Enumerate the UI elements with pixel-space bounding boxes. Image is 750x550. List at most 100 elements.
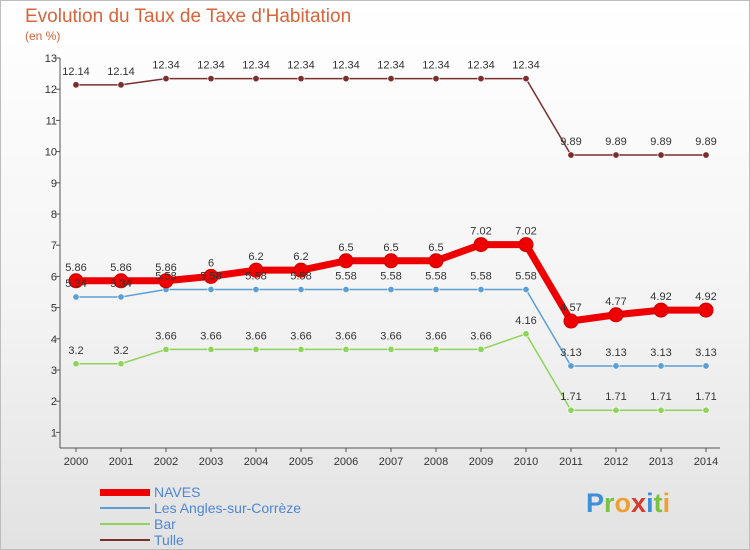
data-point (522, 75, 530, 83)
legend-label: Les Angles-sur-Corrèze (154, 500, 302, 516)
data-point (248, 262, 264, 278)
data-point (162, 345, 170, 353)
data-label: 6.5 (338, 242, 353, 254)
data-label: 5.58 (380, 271, 401, 283)
x-tick-label: 2007 (379, 456, 403, 468)
data-point (387, 345, 395, 353)
data-point (518, 237, 534, 253)
data-point (702, 151, 710, 159)
data-point (297, 345, 305, 353)
x-tick-label: 2010 (514, 456, 538, 468)
data-label: 3.13 (605, 347, 626, 359)
data-label: 3.66 (425, 330, 446, 342)
data-label: 5.58 (245, 271, 266, 283)
y-tick-label: 5 (51, 303, 57, 315)
data-label: 12.34 (467, 60, 495, 72)
data-point (428, 253, 444, 269)
data-point (158, 273, 174, 289)
data-point (207, 75, 215, 83)
x-tick-label: 2000 (64, 456, 88, 468)
data-label: 12.34 (332, 60, 360, 72)
data-label: 7.02 (515, 226, 536, 238)
data-point (612, 406, 620, 414)
data-point (432, 75, 440, 83)
data-point (698, 302, 714, 318)
data-label: 3.66 (380, 330, 401, 342)
data-label: 3.66 (245, 330, 266, 342)
data-point (477, 75, 485, 83)
x-tick-label: 2003 (199, 456, 223, 468)
data-point (203, 268, 219, 284)
data-label: 9.89 (605, 136, 626, 148)
data-point (68, 273, 84, 289)
data-point (72, 360, 80, 368)
data-point (297, 286, 305, 294)
data-point (653, 302, 669, 318)
data-label: 9.89 (650, 136, 671, 148)
logo-letter: i (646, 488, 654, 518)
data-point (162, 75, 170, 83)
data-label: 6.2 (248, 251, 263, 263)
logo-letter: P (586, 488, 605, 518)
data-label: 12.34 (242, 60, 270, 72)
data-label: 5.86 (65, 262, 86, 274)
data-label: 1.71 (650, 391, 671, 403)
data-label: 3.13 (695, 347, 716, 359)
logo-letter: i (662, 488, 671, 518)
data-label: 12.34 (152, 60, 180, 72)
data-label: 5.58 (515, 271, 536, 283)
data-point (387, 75, 395, 83)
data-label: 4.92 (695, 291, 716, 303)
data-point (207, 286, 215, 294)
x-tick-label: 2008 (424, 456, 448, 468)
data-label: 3.66 (200, 330, 221, 342)
y-tick-label: 6 (51, 271, 57, 283)
data-point (608, 307, 624, 323)
data-point (473, 237, 489, 253)
data-label: 12.34 (197, 60, 225, 72)
data-label: 5.58 (425, 271, 446, 283)
data-label: 3.2 (68, 345, 83, 357)
data-point (657, 406, 665, 414)
x-tick-label: 2014 (694, 456, 718, 468)
data-point (297, 75, 305, 83)
data-point (252, 75, 260, 83)
y-tick-label: 8 (51, 209, 57, 221)
data-point (338, 253, 354, 269)
data-label: 4.92 (650, 291, 671, 303)
data-label: 3.66 (290, 330, 311, 342)
series-points (68, 75, 714, 414)
data-label: 4.16 (515, 315, 536, 327)
y-tick-label: 4 (51, 334, 57, 346)
legend-swatch (100, 488, 150, 496)
x-tick-label: 2013 (649, 456, 673, 468)
data-point (342, 75, 350, 83)
data-label: 3.13 (650, 347, 671, 359)
logo-letter: x (631, 488, 647, 518)
legend-swatch (100, 507, 150, 509)
y-tick-label: 2 (51, 396, 57, 408)
data-label: 5.58 (335, 271, 356, 283)
legend-swatch (100, 539, 150, 541)
data-point (702, 362, 710, 370)
data-label: 5.58 (290, 271, 311, 283)
data-label: 12.34 (422, 60, 450, 72)
data-label: 5.58 (155, 271, 176, 283)
chart-subtitle: (en %) (25, 29, 61, 43)
data-label: 1.71 (560, 391, 581, 403)
data-label: 3.13 (560, 347, 581, 359)
legend-swatch (100, 523, 150, 525)
data-label: 5.58 (200, 271, 221, 283)
legend-label: NAVES (154, 484, 201, 500)
data-point (657, 362, 665, 370)
data-point (342, 345, 350, 353)
x-tick-label: 2004 (244, 456, 268, 468)
data-point (387, 286, 395, 294)
data-label: 4.77 (605, 296, 626, 308)
logo-letter: t (653, 488, 663, 518)
data-point (117, 293, 125, 301)
data-point (117, 81, 125, 89)
data-label: 1.71 (605, 391, 626, 403)
data-point (477, 345, 485, 353)
